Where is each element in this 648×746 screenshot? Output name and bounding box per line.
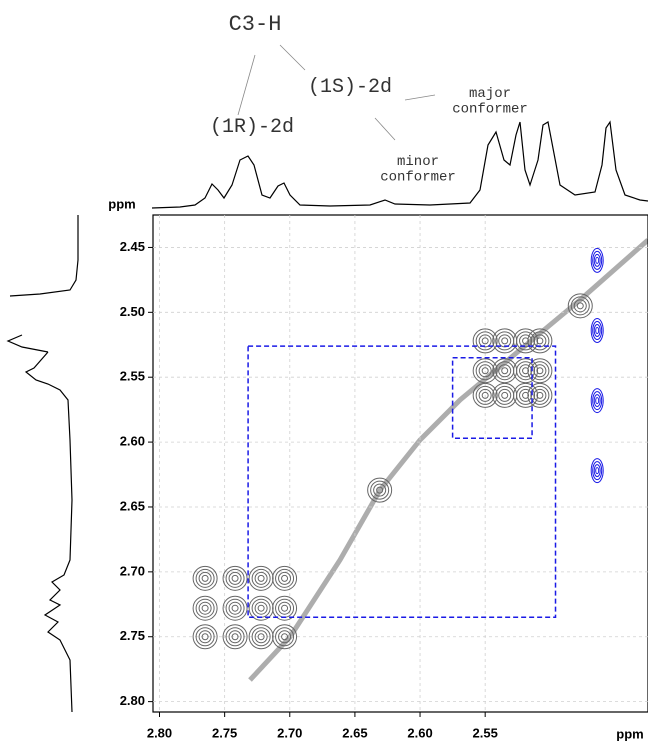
y-tick-label: 2.70 bbox=[120, 563, 145, 578]
x-tick-label: 2.80 bbox=[147, 725, 172, 740]
contour-level bbox=[199, 572, 211, 584]
contour-peak bbox=[223, 566, 247, 590]
annotation: minor bbox=[397, 154, 439, 170]
contour-level bbox=[596, 327, 599, 333]
contour-level bbox=[596, 468, 599, 474]
contour-level bbox=[594, 465, 600, 477]
contour-level bbox=[596, 257, 599, 263]
contour-level bbox=[255, 602, 267, 614]
contour-level bbox=[258, 605, 264, 611]
contour-peak bbox=[591, 318, 603, 342]
contour-peak bbox=[591, 389, 603, 413]
annotation: (1S)-2d bbox=[308, 76, 392, 99]
contour-level bbox=[502, 392, 508, 398]
contour-peak bbox=[249, 566, 273, 590]
contour-peak bbox=[273, 566, 297, 590]
y-axis-label: ppm bbox=[108, 196, 135, 211]
contour-level bbox=[193, 566, 217, 590]
x-tick-label: 2.75 bbox=[212, 725, 237, 740]
x-tick-label: 2.70 bbox=[277, 725, 302, 740]
leader-line bbox=[280, 45, 305, 70]
contour-level bbox=[258, 575, 264, 581]
contour-peak bbox=[193, 566, 217, 590]
leader-line bbox=[238, 55, 255, 115]
x-tick-label: 2.60 bbox=[407, 725, 432, 740]
contour-level bbox=[594, 395, 600, 407]
contour-level bbox=[223, 566, 247, 590]
contour-level bbox=[199, 602, 211, 614]
contour-level bbox=[499, 389, 511, 401]
contour-level bbox=[255, 572, 267, 584]
contour-level bbox=[577, 303, 583, 309]
contour-level bbox=[534, 389, 546, 401]
chart: ppm ppm 2.80 2.75 2.70 2.65 2.60 2.55 2.45 2.50… bbox=[0, 0, 648, 746]
y-tick-label: 2.75 bbox=[120, 628, 145, 643]
annotation: major bbox=[469, 86, 511, 102]
annotation: (1R)-2d bbox=[210, 116, 294, 139]
contour-level bbox=[594, 254, 600, 266]
contour-peak bbox=[193, 596, 217, 620]
contour-level bbox=[229, 572, 241, 584]
contour-level bbox=[594, 324, 600, 336]
contour-level bbox=[520, 365, 532, 377]
y-tick-label: 2.80 bbox=[120, 693, 145, 708]
contour-level bbox=[279, 602, 291, 614]
contour-level bbox=[520, 389, 532, 401]
contour-level bbox=[502, 368, 508, 374]
leader-line bbox=[375, 118, 395, 140]
contour-level bbox=[534, 365, 546, 377]
x-tick-label: 2.65 bbox=[342, 725, 367, 740]
contour-peak bbox=[223, 596, 247, 620]
left-projection bbox=[8, 215, 78, 712]
contour-peak bbox=[591, 459, 603, 483]
annotation: conformer bbox=[452, 101, 528, 117]
annotation: C3-H bbox=[229, 12, 282, 37]
contour-level bbox=[223, 596, 247, 620]
contour-level bbox=[499, 335, 511, 347]
y-tick-label: 2.55 bbox=[120, 369, 145, 384]
contour-level bbox=[282, 575, 288, 581]
contour-level bbox=[282, 605, 288, 611]
y-tick-label: 2.45 bbox=[120, 239, 145, 254]
contour-level bbox=[596, 398, 599, 404]
x-axis-label: ppm bbox=[616, 726, 643, 741]
contour-level bbox=[273, 566, 297, 590]
contour-level bbox=[502, 338, 508, 344]
contour-level bbox=[202, 575, 208, 581]
x-tick-label: 2.55 bbox=[473, 725, 498, 740]
contour-level bbox=[249, 566, 273, 590]
leader-line bbox=[405, 95, 435, 100]
annotation: conformer bbox=[380, 169, 456, 185]
diagonal-ridge bbox=[250, 240, 648, 680]
contour-level bbox=[279, 572, 291, 584]
contour-level bbox=[202, 605, 208, 611]
contour-level bbox=[232, 575, 238, 581]
contour-level bbox=[193, 596, 217, 620]
dashed-box bbox=[248, 346, 555, 617]
y-tick-label: 2.65 bbox=[120, 498, 145, 513]
contour-level bbox=[499, 365, 511, 377]
y-tick-label: 2.50 bbox=[120, 304, 145, 319]
contour-peak bbox=[591, 248, 603, 272]
contour-level bbox=[232, 605, 238, 611]
contour-level bbox=[229, 602, 241, 614]
y-tick-label: 2.60 bbox=[120, 434, 145, 449]
